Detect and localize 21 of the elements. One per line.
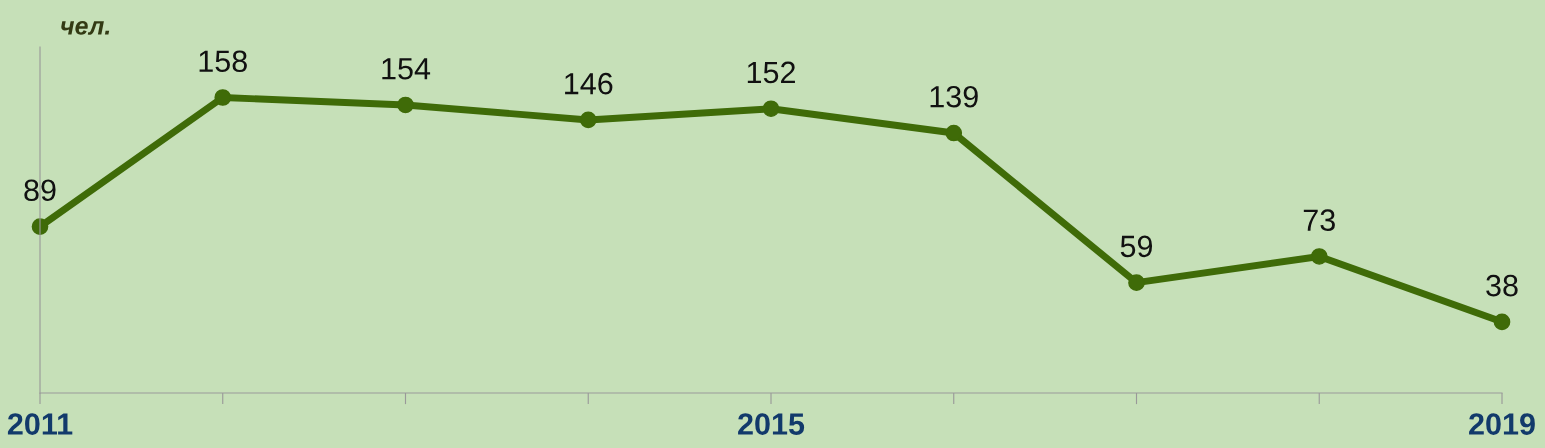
point xyxy=(762,100,780,118)
data-label: 73 xyxy=(1303,209,1335,231)
point xyxy=(1128,274,1145,291)
point xyxy=(214,89,232,106)
y-axis-title: чел. xyxy=(61,21,110,35)
data-label: 38 xyxy=(1486,274,1518,297)
data-label: 146 xyxy=(565,72,613,95)
x-tick-label: 2011 xyxy=(7,413,73,435)
point xyxy=(579,111,597,129)
point xyxy=(945,124,963,142)
data-label: 59 xyxy=(1120,235,1153,258)
x-tick-label: 2015 xyxy=(738,413,805,435)
data-label: 89 xyxy=(24,179,56,202)
data-label: 158 xyxy=(199,50,247,73)
point xyxy=(1310,248,1328,265)
data-label: 139 xyxy=(930,85,978,108)
x-tick-label: 2019 xyxy=(1469,413,1535,435)
data-label: 152 xyxy=(747,61,795,84)
point xyxy=(397,96,414,114)
point xyxy=(1493,313,1511,331)
data-label: 154 xyxy=(382,58,431,80)
